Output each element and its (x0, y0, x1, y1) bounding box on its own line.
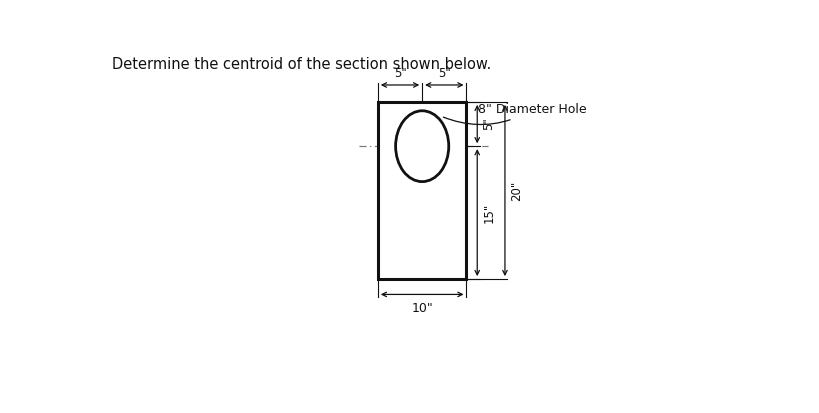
Ellipse shape (395, 111, 448, 182)
Text: 5": 5" (393, 66, 406, 80)
Text: Determine the centroid of the section shown below.: Determine the centroid of the section sh… (112, 57, 491, 72)
Text: 5": 5" (437, 66, 450, 80)
Text: 8" Diameter Hole: 8" Diameter Hole (443, 103, 586, 125)
Text: 5": 5" (482, 118, 495, 131)
Bar (378, 102, 466, 279)
Text: 15": 15" (482, 202, 495, 223)
Text: 20": 20" (509, 180, 523, 201)
Text: 10": 10" (411, 302, 432, 315)
